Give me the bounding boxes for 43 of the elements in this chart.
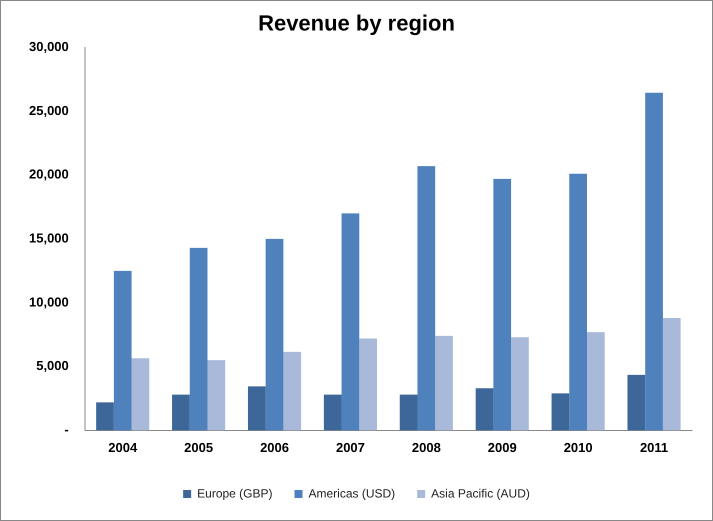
y-tick-label: - — [64, 422, 69, 437]
bar — [114, 270, 132, 430]
bar — [342, 213, 360, 430]
legend-label: Europe (GBP) — [197, 486, 273, 500]
bar — [266, 238, 284, 430]
bar — [627, 374, 646, 430]
bar — [511, 337, 529, 430]
bar — [662, 318, 681, 430]
bar — [248, 386, 266, 430]
bar — [283, 352, 302, 430]
bar — [359, 338, 377, 430]
bar — [552, 393, 570, 430]
y-tick-label: 10,000 — [28, 294, 69, 310]
x-tick-label: 2006 — [260, 440, 289, 455]
x-tick-label: 2009 — [488, 440, 517, 455]
x-tick-label: 2007 — [336, 440, 365, 455]
y-tick-label: 25,000 — [28, 102, 69, 118]
y-tick-label: 30,000 — [28, 38, 69, 54]
bar — [587, 332, 605, 430]
bar — [645, 92, 663, 430]
bar — [400, 394, 418, 430]
y-tick-label: 5,000 — [36, 358, 69, 374]
bar — [417, 166, 436, 430]
x-tick-label: 2004 — [108, 440, 138, 455]
bar — [435, 336, 453, 430]
bar — [569, 174, 587, 430]
x-tick-label: 2005 — [184, 440, 214, 455]
x-tick-label: 2010 — [564, 440, 593, 455]
bar — [324, 394, 342, 430]
bar — [476, 388, 494, 430]
x-tick-label: 2008 — [412, 440, 441, 455]
legend-label: Americas (USD) — [308, 486, 396, 500]
bar — [172, 394, 190, 430]
legend-label: Asia Pacific (AUD) — [431, 486, 530, 500]
bar — [190, 248, 208, 430]
y-tick-label: 15,000 — [28, 230, 69, 246]
chart-title: Revenue by region — [258, 10, 455, 36]
y-tick-label: 20,000 — [28, 166, 69, 182]
bar — [207, 360, 226, 430]
bar — [132, 358, 150, 430]
bar — [493, 178, 512, 430]
bar — [96, 402, 114, 430]
x-tick-label: 2011 — [640, 440, 668, 455]
